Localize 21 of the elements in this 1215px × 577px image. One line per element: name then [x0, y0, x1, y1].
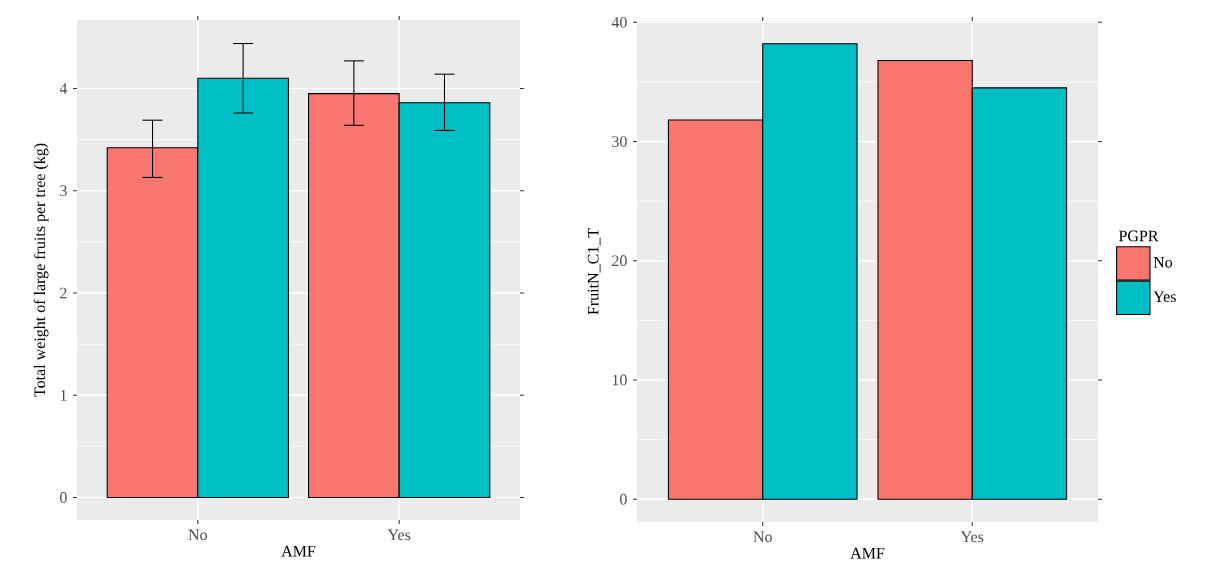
- x-tick-label: No: [188, 529, 207, 541]
- y-tick-label: 4: [59, 83, 68, 94]
- y-tick-label: 30: [612, 136, 627, 147]
- y-tick-label: 1: [60, 389, 67, 401]
- legend-label: No: [1153, 257, 1173, 268]
- y-axis-title: Total weight of large fruits per tree (kg): [33, 143, 49, 397]
- legend-title: PGPR: [1118, 230, 1159, 242]
- x-axis-title: AMF: [850, 547, 885, 559]
- x-axis-title: AMF: [281, 545, 316, 557]
- y-tick-label: 20: [612, 255, 627, 267]
- legend-label: Yes: [1153, 291, 1176, 303]
- y-axis-title: FruitN_C1_T: [587, 228, 601, 315]
- y-tick-label: 40: [611, 16, 627, 28]
- y-tick-label: 2: [60, 287, 67, 299]
- y-tick-label: 3: [60, 185, 67, 197]
- y-tick-label: 0: [620, 493, 627, 505]
- x-tick-label: Yes: [387, 529, 411, 541]
- y-tick-label: 10: [612, 374, 627, 386]
- x-tick-label: No: [753, 531, 772, 543]
- x-tick-label: Yes: [960, 531, 984, 543]
- y-tick-label: 0: [60, 492, 67, 503]
